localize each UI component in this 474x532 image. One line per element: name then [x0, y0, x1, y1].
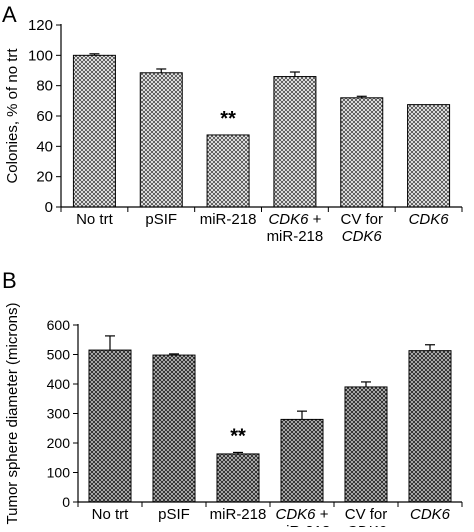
- x-tick-label-text: miR-218: [267, 228, 324, 245]
- bar: [88, 349, 132, 503]
- x-tick-label: miR-218: [267, 228, 324, 245]
- x-tick-label-text: CDK6: [268, 211, 309, 228]
- x-tick-label: CDK6: [342, 228, 383, 245]
- bar: [273, 76, 317, 208]
- y-axis-label: Tumor sphere diameter (microns): [4, 302, 21, 524]
- x-tick-label-suffix: +: [316, 506, 329, 523]
- x-tick-label-text: CDK6: [342, 228, 383, 245]
- x-tick-label: No trt: [76, 211, 114, 228]
- chart-panel-b: B Tumor sphere diameter (microns) 0 100 200 3…: [2, 268, 463, 532]
- bar: [340, 97, 384, 208]
- x-tick-label-text: CDK6: [276, 506, 317, 523]
- x-tick-label: miR-218: [200, 211, 257, 228]
- x-tick-label: miR-218: [210, 506, 267, 523]
- y-tick-label: 120: [28, 17, 53, 34]
- chart-panel-a: A Colonies, % of no trt 0 20 40 60 80 100 120 ** N…: [2, 2, 463, 245]
- bar: [152, 354, 196, 503]
- significance-annotation: **: [220, 108, 236, 130]
- x-tick-label: pSIF: [145, 211, 177, 228]
- bar: [206, 134, 250, 208]
- x-tick-label: No trt: [92, 506, 130, 523]
- y-tick-label: 80: [36, 78, 53, 95]
- x-tick-label: CDK6: [346, 523, 387, 527]
- x-tick-label-text: pSIF: [158, 506, 190, 523]
- x-tick-label-text: pSIF: [145, 211, 177, 228]
- y-tick-label: 400: [47, 376, 71, 392]
- y-tick-label: 40: [36, 138, 53, 155]
- x-tick-label-text: CV for: [345, 506, 388, 523]
- bar: [216, 453, 260, 503]
- x-tick-label-text: miR-218: [210, 506, 267, 523]
- x-tick-label-text: miR-218: [274, 523, 331, 527]
- panel-label: A: [2, 2, 17, 27]
- bar: [407, 104, 451, 208]
- x-tick-label-text: CV for: [340, 211, 383, 228]
- y-tick-label: 60: [36, 108, 53, 125]
- significance-annotation: **: [230, 425, 246, 447]
- x-tick-label-text: No trt: [76, 211, 114, 228]
- y-tick-label: 200: [47, 435, 71, 451]
- panel-label: B: [2, 268, 17, 293]
- y-tick-label: 100: [47, 465, 71, 481]
- y-tick-label: 20: [36, 169, 53, 186]
- x-tick-label-text: No trt: [92, 506, 130, 523]
- y-tick-label: 100: [28, 47, 53, 64]
- x-tick-label: CDK6 +: [276, 506, 329, 523]
- y-tick-label: 0: [62, 494, 70, 510]
- x-tick-label: CV for: [345, 506, 388, 523]
- y-tick-label: 0: [45, 199, 53, 216]
- y-tick-label: 600: [47, 317, 71, 333]
- x-tick-label: CV for: [340, 211, 383, 228]
- x-tick-label-text: CDK6: [346, 523, 387, 527]
- x-tick-label-text: CDK6: [410, 506, 451, 523]
- x-tick-label: miR-218: [274, 523, 331, 527]
- bar: [344, 386, 388, 503]
- bar: [72, 54, 116, 208]
- x-tick-label-suffix: +: [308, 211, 321, 228]
- bar: [280, 418, 324, 503]
- bar: [408, 350, 452, 503]
- x-tick-label-text: miR-218: [200, 211, 257, 228]
- x-tick-label: CDK6: [410, 506, 451, 523]
- y-tick-label: 500: [47, 347, 71, 363]
- x-tick-label-text: CDK6: [409, 211, 450, 228]
- x-tick-label: pSIF: [158, 506, 190, 523]
- y-tick-label: 300: [47, 406, 71, 422]
- bar: [139, 72, 183, 208]
- y-axis-label: Colonies, % of no trt: [4, 48, 21, 184]
- x-tick-label: CDK6: [409, 211, 450, 228]
- x-tick-label: CDK6 +: [268, 211, 321, 228]
